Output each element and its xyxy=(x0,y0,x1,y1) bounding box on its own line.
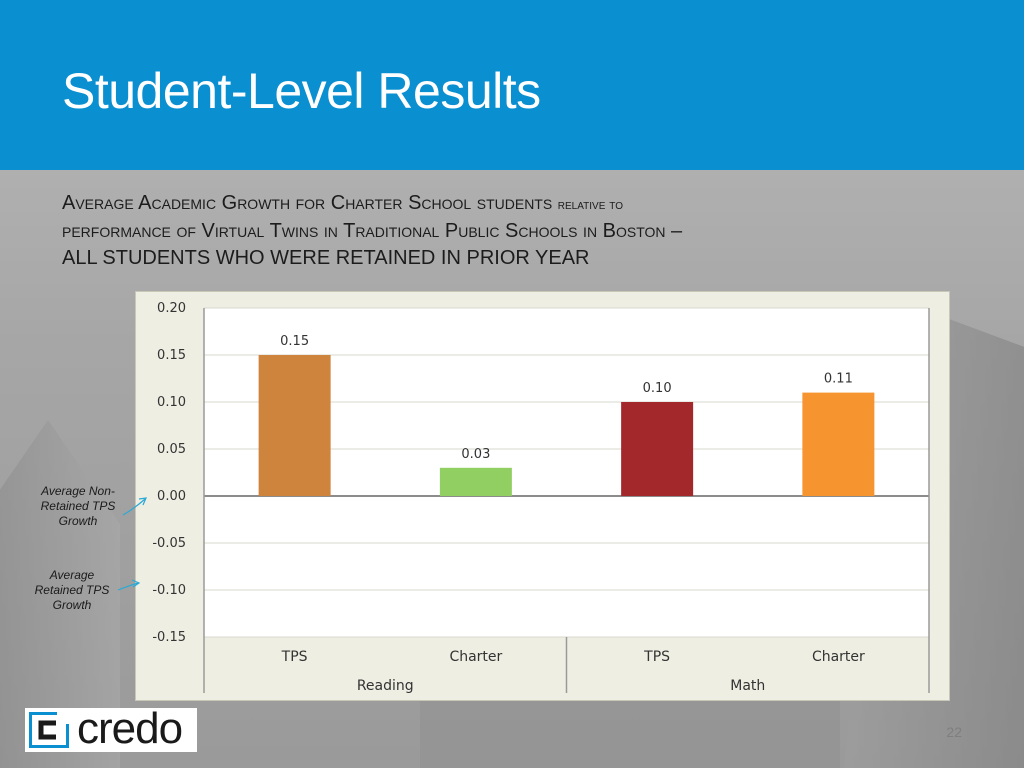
subtitle-w11-cap: P xyxy=(444,220,459,242)
arrow-retained-head xyxy=(131,579,141,588)
credo-logo-text: credo xyxy=(77,704,183,753)
y-tick-label: 0.00 xyxy=(157,489,186,504)
labels: 0.20 0.15 0.10 0.05 0.00 -0.05 -0.10 -0.15 0.15 T… xyxy=(152,301,865,694)
subtitle-w9-cap: T xyxy=(269,220,282,242)
page-number: 22 xyxy=(946,724,962,740)
arrow-non-retained-head xyxy=(138,497,147,506)
category-label: TPS xyxy=(281,649,308,665)
logo-notch-icon xyxy=(57,712,69,724)
y-tick-label: 0.20 xyxy=(157,301,186,316)
subtitle-line-2: performance of Virtual Twins in Traditio… xyxy=(62,218,962,245)
bar xyxy=(621,402,694,496)
subtitle-w6: relative to xyxy=(557,196,623,212)
credo-logo: credo xyxy=(25,704,197,753)
data-label: 0.10 xyxy=(643,381,672,396)
subtitle-w2-cap: A xyxy=(138,192,152,214)
subtitle-line-3: ALL STUDENTS WHO WERE RETAINED IN PRIOR … xyxy=(62,247,590,269)
bar xyxy=(439,467,512,496)
data-label: 0.11 xyxy=(824,372,853,387)
subtitle-w2-rest: cademic xyxy=(151,192,217,214)
subtitle-w4-cap: C xyxy=(330,192,346,214)
subtitle-w9-rest: wins in xyxy=(281,220,338,242)
subtitle-w3-rest: rowth for xyxy=(237,192,326,214)
subtitle-w12-rest: chools in xyxy=(518,220,598,242)
subtitle-line-1: Average Academic Growth for Charter Scho… xyxy=(62,190,962,218)
chart-panel: 0.20 0.15 0.10 0.05 0.00 -0.05 -0.10 -0.15 0.15 T… xyxy=(135,291,950,701)
subtitle-w11-rest: ublic xyxy=(458,220,500,242)
logo-frame-icon xyxy=(29,712,69,748)
subtitle-w1-rest: verage xyxy=(75,192,134,214)
arrow-retained xyxy=(117,582,139,591)
bar xyxy=(802,392,875,496)
subtitle-w10-rest: raditional xyxy=(355,220,440,242)
background-building-bottom xyxy=(420,700,840,768)
credo-logo-icon xyxy=(29,712,69,748)
logo-c-icon xyxy=(38,720,56,740)
y-tick-label: -0.10 xyxy=(152,583,186,598)
title-band: Student-Level Results xyxy=(0,0,1024,170)
category-label: TPS xyxy=(643,649,670,665)
subtitle-w4-rest: harter xyxy=(345,192,403,214)
y-tick-label: 0.10 xyxy=(157,395,186,410)
subtitle-w7: performance of xyxy=(62,220,196,242)
subtitle-w13-rest: oston – xyxy=(615,220,683,242)
subtitle-w1-cap: A xyxy=(62,192,76,214)
group-label: Math xyxy=(730,678,765,694)
data-label: 0.03 xyxy=(461,447,490,462)
subtitle-w12-cap: S xyxy=(505,220,519,242)
category-label: Charter xyxy=(812,649,865,665)
data-label: 0.15 xyxy=(280,334,309,349)
chart-subtitle: Average Academic Growth for Charter Scho… xyxy=(62,190,962,272)
page-title: Student-Level Results xyxy=(62,63,541,119)
subtitle-w8-cap: V xyxy=(201,220,215,242)
y-tick-label: -0.15 xyxy=(152,630,186,645)
bar xyxy=(258,355,331,496)
annotation-non-retained: Average Non-Retained TPS Growth xyxy=(40,484,116,528)
arrow-non-retained xyxy=(122,498,146,516)
subtitle-w10-cap: T xyxy=(343,220,356,242)
subtitle-w13-cap: B xyxy=(602,220,616,242)
y-tick-label: 0.15 xyxy=(157,348,186,363)
group-label: Reading xyxy=(357,678,414,694)
subtitle-w5-cap: S xyxy=(408,192,422,214)
y-tick-label: -0.05 xyxy=(152,536,186,551)
annotation-retained: Average Retained TPS Growth xyxy=(34,568,110,612)
bar-chart: 0.20 0.15 0.10 0.05 0.00 -0.05 -0.10 -0.15 0.15 T… xyxy=(152,301,930,694)
subtitle-w5-rest: chool students xyxy=(421,192,553,214)
category-label: Charter xyxy=(449,649,502,665)
bars xyxy=(258,355,875,496)
subtitle-w3-cap: G xyxy=(221,192,238,214)
subtitle-w8-rest: irtual xyxy=(214,220,265,242)
y-tick-label: 0.05 xyxy=(157,442,186,457)
